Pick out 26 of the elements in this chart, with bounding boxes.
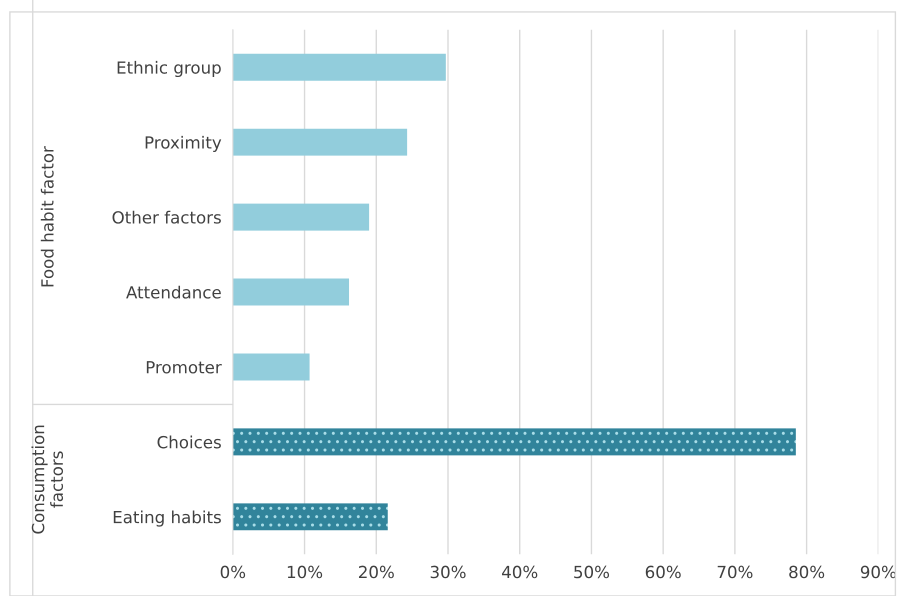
x-tick-label: 50% (574, 566, 610, 578)
bar (232, 54, 446, 81)
bar (232, 353, 310, 380)
y-tick-label: Ethnic group (118, 60, 221, 78)
text: Consumption factors (31, 426, 64, 534)
y-tick-label: Proximity (146, 136, 222, 152)
x-tick-label: 40% (502, 566, 538, 578)
y-tick-label: Choices (158, 436, 221, 448)
y-tick-label: Eating habits (114, 510, 221, 527)
x-tick-label: 90% (860, 566, 896, 578)
y-tick-label: Promoter (146, 361, 222, 374)
x-tick-label: 70% (718, 566, 752, 578)
x-tick-label: 10% (288, 566, 322, 578)
bar (232, 128, 408, 156)
bar (232, 204, 370, 231)
y-tick-label: Attendance (126, 286, 221, 299)
bar (232, 278, 350, 306)
x-tick-label: 60% (646, 566, 681, 578)
x-tick-label: 0% (220, 566, 246, 578)
x-tick-label: 20% (358, 566, 394, 578)
x-tick-label: 30% (430, 566, 466, 578)
x-tick-label: 80% (789, 566, 824, 578)
y-tick-label: Other factors (112, 210, 221, 224)
bar (232, 503, 388, 530)
text: Food habit factor (40, 146, 54, 286)
bar (232, 428, 796, 456)
